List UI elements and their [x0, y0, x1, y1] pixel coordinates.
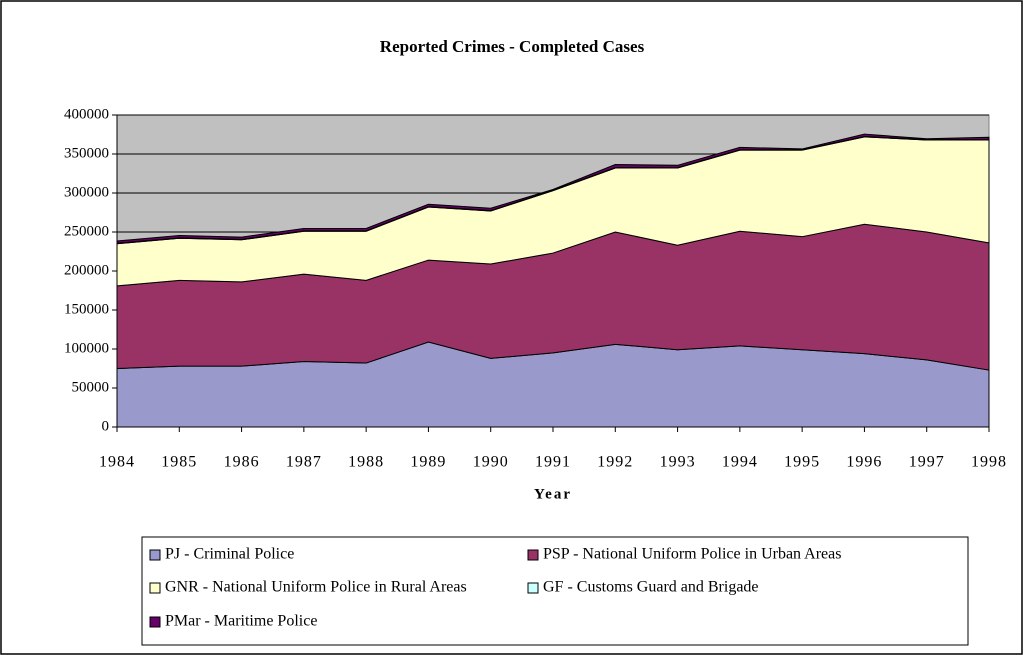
y-tick-label: 300000	[64, 184, 109, 200]
legend-label: PSP - National Uniform Police in Urban A…	[543, 546, 841, 563]
legend-swatch	[149, 549, 161, 561]
x-tick-label: 1991	[535, 454, 571, 471]
x-tick-label: 1992	[597, 454, 633, 471]
x-tick-label: 1986	[224, 454, 260, 471]
x-tick-label: 1988	[348, 454, 384, 471]
x-tick-label: 1995	[784, 454, 820, 471]
chart-title: Reported Crimes - Completed Cases	[380, 37, 645, 56]
x-axis-title: Year	[534, 486, 572, 502]
legend-swatch	[149, 616, 161, 628]
x-tick-label: 1998	[971, 454, 1007, 471]
legend-label: PJ - Criminal Police	[165, 546, 294, 563]
x-tick-label: 1989	[410, 454, 446, 471]
x-tick-label: 1996	[846, 454, 882, 471]
legend	[141, 536, 969, 646]
legend-label: GNR - National Uniform Police in Rural A…	[165, 579, 467, 596]
legend-swatch	[149, 582, 161, 594]
x-tick-label: 1990	[473, 454, 509, 471]
y-tick-label: 50000	[72, 379, 110, 395]
x-tick-label: 1987	[286, 454, 322, 471]
y-tick-label: 250000	[64, 223, 109, 239]
area	[116, 133, 990, 244]
legend-swatch	[527, 549, 539, 561]
legend-label: PMar - Maritime Police	[165, 613, 317, 630]
x-tick-label: 1994	[722, 454, 758, 471]
y-tick-label: 0	[102, 418, 110, 434]
legend-label: GF - Customs Guard and Brigade	[543, 579, 759, 596]
y-tick-label: 350000	[64, 145, 109, 161]
y-tick-label: 200000	[64, 262, 109, 278]
x-tick-label: 1984	[99, 454, 135, 471]
x-tick-label: 1985	[161, 454, 197, 471]
y-tick-label: 400000	[64, 106, 109, 122]
y-tick-label: 150000	[64, 301, 109, 317]
legend-swatch	[527, 582, 539, 594]
x-tick-label: 1997	[909, 454, 945, 471]
x-tick-label: 1993	[660, 454, 696, 471]
y-tick-label: 100000	[64, 340, 109, 356]
